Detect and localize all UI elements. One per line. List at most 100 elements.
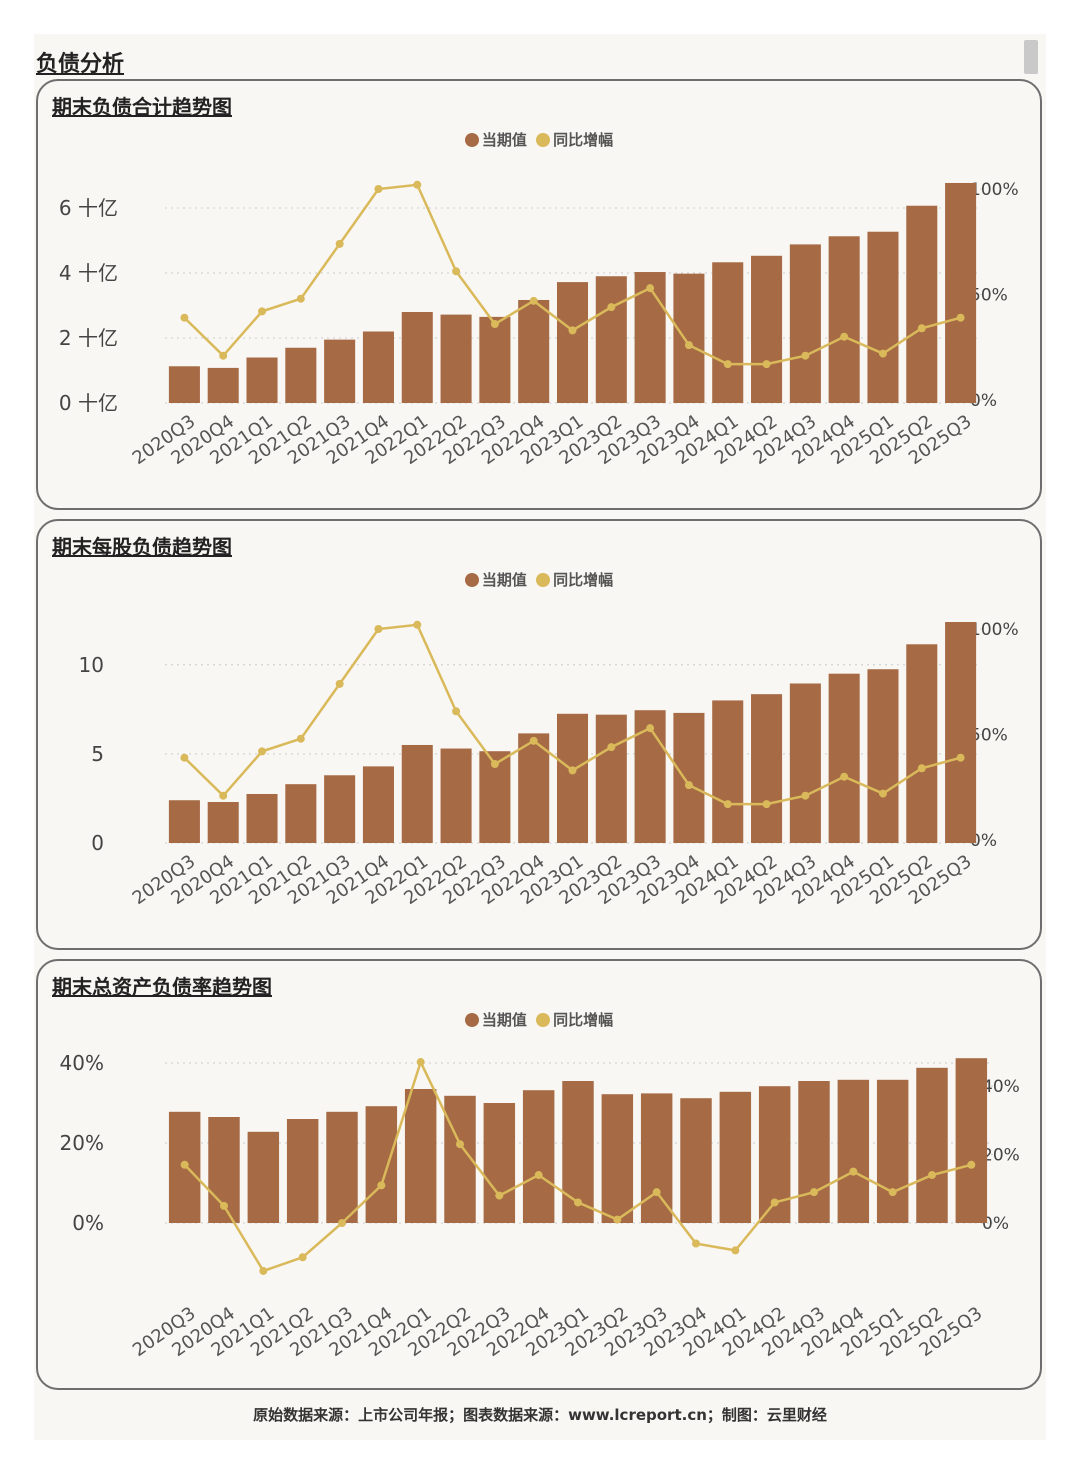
line-point[interactable] — [723, 360, 732, 369]
bar[interactable] — [326, 1111, 358, 1223]
bar[interactable] — [362, 766, 394, 843]
line-point[interactable] — [335, 679, 344, 688]
bar[interactable] — [518, 299, 550, 403]
line-point[interactable] — [258, 307, 267, 316]
bar[interactable] — [906, 644, 938, 843]
bar[interactable] — [906, 205, 938, 403]
bar[interactable] — [828, 673, 860, 843]
line-point[interactable] — [917, 324, 926, 333]
line-point[interactable] — [762, 800, 771, 809]
bar[interactable] — [712, 262, 744, 403]
bar[interactable] — [789, 683, 821, 843]
bar[interactable] — [595, 276, 627, 403]
line-point[interactable] — [180, 313, 189, 322]
line-point[interactable] — [456, 1140, 464, 1149]
line-point[interactable] — [374, 625, 383, 633]
bar[interactable] — [640, 1093, 673, 1223]
legend-item-yoy[interactable]: 同比增幅 — [536, 129, 613, 150]
bar[interactable] — [945, 622, 977, 843]
bar[interactable] — [365, 1106, 398, 1223]
line-point[interactable] — [967, 1160, 976, 1169]
bar[interactable] — [601, 1094, 634, 1223]
bar[interactable] — [479, 316, 511, 403]
bar[interactable] — [401, 744, 433, 843]
line-point[interactable] — [613, 1215, 622, 1224]
bar[interactable] — [837, 1079, 870, 1223]
bar[interactable] — [556, 713, 589, 843]
line-point[interactable] — [338, 1219, 346, 1227]
bar[interactable] — [828, 236, 860, 403]
bar[interactable] — [955, 1058, 988, 1223]
bar[interactable] — [556, 282, 589, 403]
line-point[interactable] — [888, 1188, 897, 1197]
bar[interactable] — [286, 1119, 319, 1223]
bar[interactable] — [168, 366, 200, 403]
line-point[interactable] — [495, 1191, 504, 1200]
line-point[interactable] — [220, 1201, 228, 1210]
line-point[interactable] — [956, 313, 965, 322]
bar[interactable] — [522, 1090, 555, 1223]
bar[interactable] — [440, 748, 472, 843]
scrollbar-thumb[interactable] — [1024, 40, 1038, 74]
line-point[interactable] — [731, 1246, 740, 1255]
line-point[interactable] — [684, 781, 693, 790]
line-point[interactable] — [377, 1181, 386, 1190]
line-point[interactable] — [180, 753, 189, 762]
line-point[interactable] — [452, 267, 461, 276]
bar[interactable] — [751, 694, 783, 843]
line-point[interactable] — [917, 764, 926, 773]
bar[interactable] — [324, 775, 356, 843]
bar[interactable] — [246, 793, 278, 843]
line-point[interactable] — [335, 239, 344, 248]
bar[interactable] — [945, 182, 977, 403]
line-point[interactable] — [452, 707, 461, 716]
bar[interactable] — [673, 273, 705, 403]
bar[interactable] — [867, 231, 899, 403]
line-point[interactable] — [770, 1198, 779, 1207]
line-point[interactable] — [298, 1253, 307, 1262]
bar[interactable] — [285, 347, 317, 403]
line-point[interactable] — [646, 284, 655, 293]
bar[interactable] — [673, 712, 705, 843]
line-point[interactable] — [723, 800, 732, 809]
bar[interactable] — [719, 1091, 752, 1223]
legend-item-current[interactable]: 当期值 — [464, 129, 527, 150]
bar[interactable] — [285, 784, 317, 843]
line-point[interactable] — [258, 747, 267, 756]
bar[interactable] — [789, 244, 821, 403]
bar[interactable] — [440, 314, 472, 403]
line-point[interactable] — [374, 185, 383, 193]
line-point[interactable] — [219, 791, 228, 800]
bar[interactable] — [518, 733, 550, 843]
line-point[interactable] — [801, 791, 810, 800]
legend-item-current[interactable]: 当期值 — [464, 569, 527, 590]
line-point[interactable] — [684, 341, 693, 350]
bar[interactable] — [798, 1081, 830, 1223]
line-point[interactable] — [840, 772, 849, 781]
line-point[interactable] — [849, 1167, 858, 1176]
bar[interactable] — [207, 367, 239, 403]
bar[interactable] — [876, 1079, 909, 1223]
line-point[interactable] — [928, 1171, 936, 1180]
bar[interactable] — [751, 255, 783, 403]
bar[interactable] — [680, 1098, 712, 1223]
line-point[interactable] — [534, 1171, 543, 1180]
line-point[interactable] — [692, 1239, 700, 1248]
line-point[interactable] — [652, 1188, 661, 1197]
legend-item-current[interactable]: 当期值 — [464, 1009, 527, 1030]
bar[interactable] — [595, 714, 627, 843]
line-point[interactable] — [296, 734, 305, 743]
bar[interactable] — [246, 357, 278, 404]
line-point[interactable] — [878, 789, 887, 798]
line-point[interactable] — [878, 349, 887, 358]
bar[interactable] — [401, 312, 433, 403]
line-point[interactable] — [646, 724, 655, 733]
line-point[interactable] — [801, 351, 810, 360]
line-point[interactable] — [490, 760, 499, 769]
line-point[interactable] — [529, 736, 538, 745]
line-point[interactable] — [219, 351, 228, 360]
line-point[interactable] — [568, 326, 577, 335]
line-point[interactable] — [180, 1160, 189, 1169]
line-point[interactable] — [568, 766, 577, 775]
line-point[interactable] — [574, 1198, 582, 1207]
